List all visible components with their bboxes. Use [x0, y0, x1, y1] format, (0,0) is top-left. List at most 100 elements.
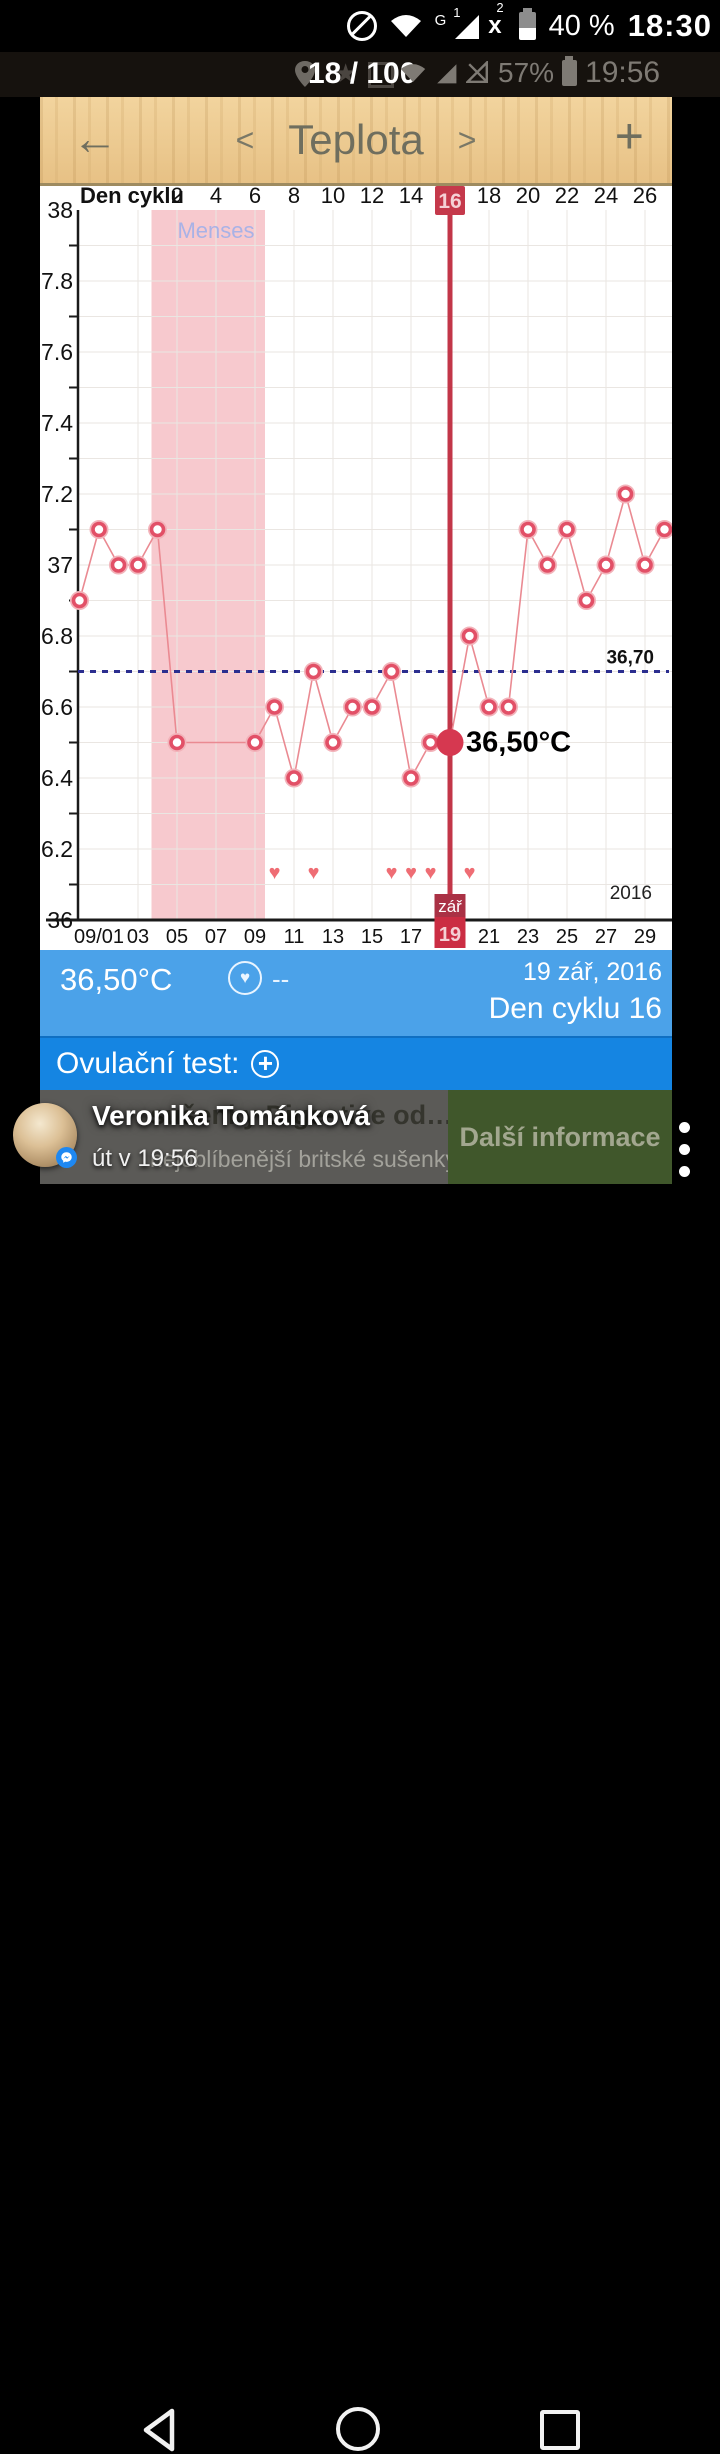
- y-axis-label: 36.8: [40, 623, 73, 649]
- chart-point[interactable]: [71, 592, 88, 609]
- nav-recents-button[interactable]: [540, 2410, 580, 2450]
- top-axis-tick: 10: [321, 186, 345, 208]
- chart-point[interactable]: [481, 699, 497, 715]
- svg-text:19: 19: [439, 924, 461, 946]
- y-axis-label: 36.6: [40, 694, 73, 720]
- app-header: ← < Teplota > +: [40, 97, 672, 186]
- sim1-signal-icon: 1: [451, 5, 481, 41]
- chart-point[interactable]: [617, 486, 634, 502]
- network-type-label: G: [434, 11, 447, 29]
- chart-point[interactable]: [286, 770, 302, 786]
- chart-point[interactable]: [130, 557, 146, 573]
- add-button[interactable]: +: [614, 108, 644, 164]
- bottom-axis-tick: 09/01: [74, 926, 124, 948]
- selected-point[interactable]: [436, 729, 464, 756]
- selected-date-badge: [434, 917, 466, 948]
- notification-sender[interactable]: Veronika Tománková: [92, 1100, 371, 1131]
- page-title: Teplota: [288, 116, 424, 163]
- no-sim-dim-icon: [466, 61, 488, 83]
- chart-point[interactable]: [422, 734, 439, 751]
- next-chevron-icon[interactable]: >: [457, 121, 477, 158]
- bottom-axis-tick: 09: [244, 926, 266, 948]
- y-axis-label: 38: [47, 197, 73, 223]
- screenshot-icon: [368, 62, 394, 88]
- overflow-menu-dot[interactable]: [679, 1122, 690, 1133]
- chart-point[interactable]: [149, 521, 166, 538]
- selected-date: 19 zář, 2016: [523, 958, 662, 986]
- chart-point[interactable]: [637, 557, 653, 573]
- coverline-label: 36,70: [606, 648, 654, 669]
- y-axis-label: 36.2: [40, 836, 73, 862]
- ad-cta-button[interactable]: Další informace: [448, 1090, 672, 1184]
- chart-point[interactable]: [247, 734, 263, 751]
- selected-day-badge: [435, 186, 465, 215]
- bottom-axis-tick: 21: [478, 926, 500, 948]
- bottom-axis-tick: 13: [322, 926, 344, 948]
- y-axis-label: 37: [47, 552, 73, 578]
- chart-point[interactable]: [403, 770, 419, 786]
- date-block: 19 zář, 2016 Den cyklu 16: [489, 956, 662, 1029]
- year-label: 2016: [610, 883, 652, 904]
- title-group: < Teplota >: [40, 97, 672, 183]
- ad-title: sušenky Digestive od…: [150, 1100, 454, 1130]
- intercourse-heart-icon: ♥: [405, 862, 417, 884]
- chart-point[interactable]: [169, 734, 185, 751]
- chart-point[interactable]: [539, 557, 556, 573]
- cycle-day-label: Den cyklu 16: [488, 992, 662, 1025]
- chart-point[interactable]: [325, 734, 341, 751]
- y-axis-label: 36.4: [40, 765, 73, 791]
- bottom-axis-tick: 05: [166, 926, 188, 948]
- ad-subtitle: nejoblíbenější britské sušenky: [150, 1146, 457, 1172]
- temperature-chart[interactable]: Menses 38 37.8 37.6 37.4 37.2 37 36.8 36.6 36.4 36…: [40, 186, 672, 950]
- wifi-dim-icon: [400, 64, 426, 82]
- svg-text:zář: zář: [438, 897, 462, 916]
- messenger-badge-icon: [56, 1147, 77, 1168]
- intercourse-heart-icon: ♥: [386, 862, 398, 884]
- chart-point[interactable]: [559, 521, 575, 538]
- battery-percent: 40 %: [548, 9, 615, 42]
- bottom-axis-tick: 15: [361, 926, 383, 948]
- inner-status-icons: 57% 19:56: [400, 56, 660, 90]
- prev-chevron-icon[interactable]: <: [235, 121, 255, 158]
- location-pin-icon: [295, 61, 315, 87]
- battery-icon: [518, 8, 536, 40]
- intercourse-heart-icon: ♥: [464, 862, 476, 884]
- chart-point[interactable]: [344, 699, 361, 715]
- ad-banner[interactable]: sušenky Digestive od… nejoblíbenější bri…: [40, 1090, 672, 1184]
- nav-home-button[interactable]: [336, 2407, 380, 2451]
- top-axis-tick: 24: [594, 186, 618, 208]
- bottom-axis-tick: 03: [127, 926, 149, 948]
- overflow-menu-dot[interactable]: [679, 1166, 690, 1177]
- chart-point[interactable]: [461, 628, 478, 644]
- heart-circle-icon[interactable]: ♥: [228, 961, 262, 995]
- selected-month-badge: [434, 894, 466, 917]
- top-axis-title: Den cyklu: [80, 186, 184, 208]
- chart-point[interactable]: [91, 521, 107, 538]
- y-axis-label: 37.8: [40, 268, 73, 294]
- chart-point[interactable]: [110, 557, 127, 573]
- bottom-axis-tick: 25: [556, 926, 578, 948]
- intercourse-heart-icon: ♥: [269, 862, 281, 884]
- bottom-axis-tick: 23: [517, 926, 539, 948]
- top-axis-tick: 14: [399, 186, 423, 208]
- inner-clock: 19:56: [585, 56, 661, 89]
- chart-point[interactable]: [500, 699, 517, 715]
- selected-point-label: 36,50°C: [466, 727, 571, 759]
- screenshot-image[interactable]: ← < Teplota > + Menses 38 37.8 37.6 37.4 37.2…: [40, 97, 672, 1184]
- bottom-axis-tick: 11: [284, 926, 305, 948]
- add-ovulation-test-button[interactable]: +: [251, 1048, 280, 1078]
- chart-point[interactable]: [305, 663, 322, 680]
- chart-point[interactable]: [266, 699, 283, 715]
- intercourse-heart-icon: ♥: [308, 862, 320, 884]
- back-arrow-icon[interactable]: ←: [72, 112, 118, 164]
- chart-point[interactable]: [520, 521, 536, 538]
- chart-point[interactable]: [383, 663, 400, 680]
- chart-point[interactable]: [598, 557, 614, 573]
- bottom-axis-tick: 07: [205, 926, 227, 948]
- do-not-disturb-icon: [346, 11, 377, 41]
- nav-back-button[interactable]: [138, 2406, 182, 2454]
- chart-point[interactable]: [656, 521, 672, 538]
- chart-point[interactable]: [578, 592, 595, 609]
- chart-point[interactable]: [364, 699, 380, 715]
- overflow-menu-dot[interactable]: [679, 1144, 690, 1155]
